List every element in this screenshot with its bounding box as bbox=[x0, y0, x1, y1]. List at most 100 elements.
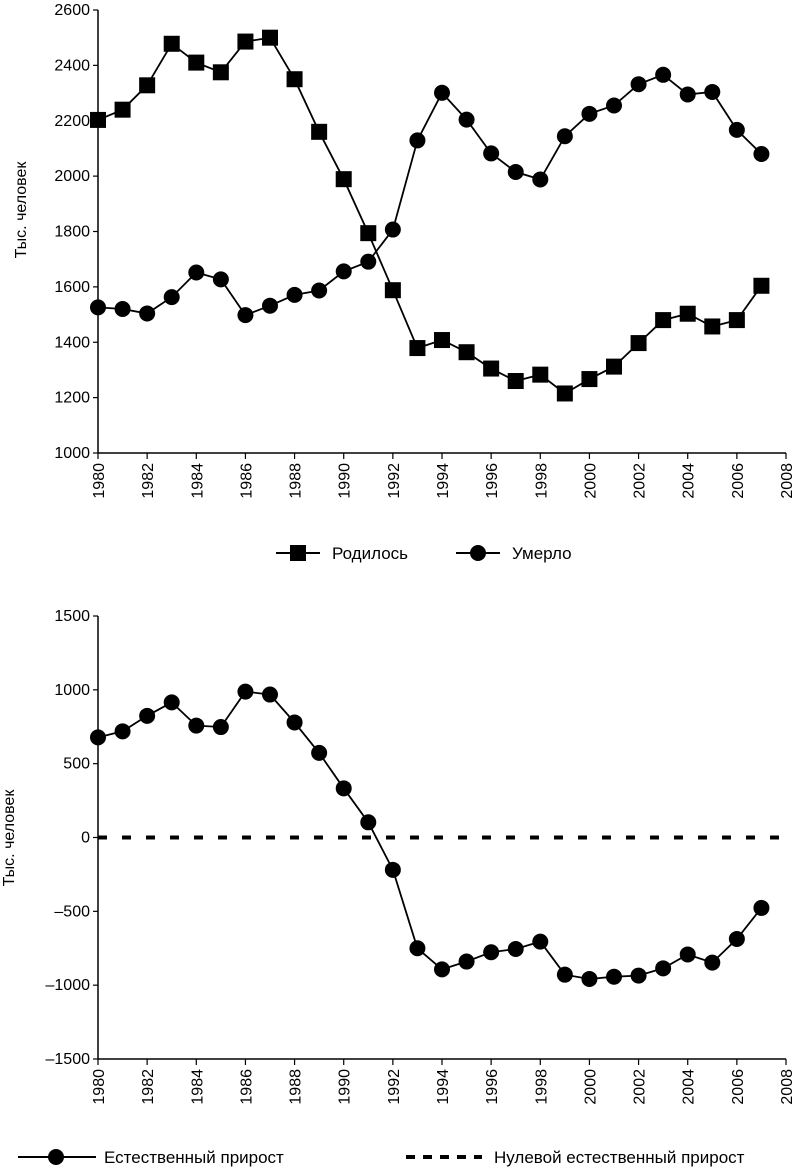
top-series-1-point bbox=[704, 83, 721, 100]
bottom-y-tick-label: 0 bbox=[81, 830, 90, 847]
top-x-tick-label: 2002 bbox=[632, 463, 649, 499]
bottom-series-0-point bbox=[556, 966, 573, 983]
top-series-0-point bbox=[188, 54, 205, 71]
top-series-1-point bbox=[188, 264, 205, 281]
top-y-tick-label: 2000 bbox=[54, 168, 90, 185]
top-series-0-point bbox=[384, 282, 401, 299]
bottom-y-tick-label: 1000 bbox=[54, 682, 90, 699]
top-series-0-point bbox=[630, 335, 647, 352]
top-series-0-point bbox=[139, 77, 156, 94]
bottom-x-tick-label: 1994 bbox=[435, 1069, 452, 1105]
bottom-x-tick-label: 2002 bbox=[632, 1069, 649, 1105]
bottom-series-0-point bbox=[483, 944, 500, 961]
bottom-series-0-point bbox=[212, 719, 229, 736]
legend-marker-natural-increase bbox=[48, 1149, 64, 1165]
bottom-series-0-point bbox=[409, 940, 426, 957]
chart-top: 1000 1200 1400 1600 1800 2000 2200 2400 2600 1980… bbox=[13, 2, 796, 563]
top-series-0-point bbox=[753, 277, 770, 294]
top-series-1-point bbox=[262, 297, 278, 314]
top-x-tick-label: 1980 bbox=[91, 463, 108, 499]
top-series-1-point bbox=[458, 111, 475, 128]
top-series-1-point bbox=[655, 66, 672, 83]
bottom-series-0-point bbox=[139, 707, 156, 724]
bottom-series-0-point bbox=[606, 968, 622, 985]
bottom-series-0-point bbox=[655, 960, 672, 977]
top-series-1-point bbox=[335, 263, 352, 280]
bottom-series-0-point bbox=[163, 694, 180, 711]
top-series-1-point bbox=[384, 221, 401, 238]
bottom-x-tick-label: 2004 bbox=[681, 1069, 698, 1105]
top-y-tick-label: 2400 bbox=[54, 57, 90, 74]
top-x-tick-label: 1992 bbox=[386, 463, 403, 499]
top-series-0-point bbox=[163, 35, 180, 52]
top-series-1-point bbox=[581, 105, 598, 122]
top-series-1-point bbox=[753, 145, 770, 162]
bottom-y-tick-label: 1500 bbox=[54, 608, 90, 625]
top-x-tick-label: 2004 bbox=[681, 463, 698, 499]
top-series-1-point bbox=[532, 171, 549, 188]
top-series-1-point bbox=[311, 282, 328, 299]
top-x-tick-label: 1986 bbox=[238, 463, 255, 499]
top-series-0-point bbox=[262, 29, 278, 46]
bottom-series-0-point bbox=[581, 970, 598, 987]
bottom-y-tick-label: 500 bbox=[63, 756, 90, 773]
top-marks bbox=[90, 29, 770, 402]
top-series-0-point bbox=[311, 123, 328, 140]
top-series-0-point bbox=[212, 64, 229, 81]
top-x-tick-label: 1998 bbox=[533, 463, 550, 499]
bottom-marks bbox=[90, 683, 786, 987]
top-x-tick-label: 2006 bbox=[730, 463, 747, 499]
bottom-y-tick-label: –1000 bbox=[46, 977, 91, 994]
top-y-tick-label: 1400 bbox=[54, 334, 90, 351]
bottom-x-tick-label: 1984 bbox=[189, 1069, 206, 1105]
bottom-series-0-point bbox=[262, 686, 278, 703]
top-series-0-point bbox=[335, 171, 352, 188]
top-series-0-point bbox=[286, 71, 303, 88]
top-series-0-point bbox=[606, 358, 622, 375]
bottom-series-0-point bbox=[458, 953, 475, 970]
bottom-x-tick-label: 1998 bbox=[533, 1069, 550, 1105]
top-y-tick-label: 2200 bbox=[54, 113, 90, 130]
bottom-x-tick-label: 1982 bbox=[140, 1069, 157, 1105]
bottom-x-tick-label: 1986 bbox=[238, 1069, 255, 1105]
top-x-tick-label: 1984 bbox=[189, 463, 206, 499]
bottom-y-tick-label: –1500 bbox=[46, 1051, 91, 1068]
bottom-series-0-point bbox=[188, 717, 205, 734]
top-series-1-point bbox=[728, 121, 745, 138]
top-series-0 bbox=[90, 29, 770, 402]
bottom-series-0-point bbox=[434, 961, 450, 978]
bottom-legend: Естественный прирост Нулевой естественны… bbox=[18, 1148, 745, 1167]
bottom-x-tick-label: 1980 bbox=[91, 1069, 108, 1105]
top-series-0-point bbox=[237, 33, 254, 50]
top-y-tick-label: 1600 bbox=[54, 279, 90, 296]
top-series-0-point bbox=[704, 318, 721, 335]
bottom-x-tick-label: 1988 bbox=[288, 1069, 305, 1105]
top-series-0-point bbox=[655, 312, 672, 329]
bottom-series-0-point bbox=[384, 861, 401, 878]
top-series-1-point bbox=[434, 84, 450, 101]
bottom-series-0-point bbox=[630, 967, 647, 984]
top-series-1-point bbox=[507, 163, 524, 180]
top-series-0-point bbox=[360, 225, 377, 242]
bottom-series-0 bbox=[90, 683, 770, 987]
bottom-series-0-point bbox=[114, 723, 131, 740]
top-series-1-point bbox=[556, 128, 573, 145]
bottom-x-tick-label: 1996 bbox=[484, 1069, 501, 1105]
bottom-y-tick-label: –500 bbox=[54, 903, 90, 920]
top-x-tick-label: 2008 bbox=[779, 463, 796, 499]
bottom-series-0-line bbox=[97, 690, 763, 980]
bottom-axes: –1500 –1000 –500 0 500 1000 1500 1980 1982 1984 19… bbox=[46, 608, 797, 1105]
top-series-0-point bbox=[507, 373, 524, 390]
top-series-1-point bbox=[114, 301, 131, 318]
legend-marker-births bbox=[290, 545, 306, 561]
bottom-series-0-point bbox=[507, 940, 524, 957]
legend-label-natural-increase: Естественный прирост bbox=[104, 1148, 284, 1167]
top-series-1-point bbox=[139, 305, 156, 322]
bottom-series-0-point bbox=[311, 744, 328, 761]
top-x-tick-label: 2000 bbox=[582, 463, 599, 499]
top-series-1-point bbox=[409, 132, 426, 149]
top-series-0-line bbox=[97, 36, 763, 395]
bottom-series-0-point bbox=[360, 814, 377, 831]
top-series-0-point bbox=[679, 305, 696, 322]
